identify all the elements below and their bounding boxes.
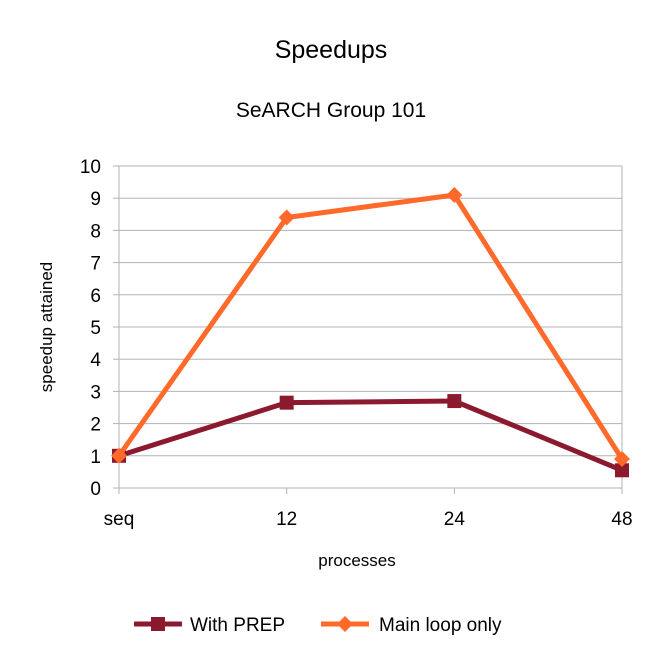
data-point [447,394,462,409]
y-axis-label: speedup attained [37,262,56,392]
x-tick-labels: seq 12 24 48 [104,509,633,530]
legend-swatch-marker [151,617,165,631]
y-tick-label: 7 [90,254,101,275]
chart-title: Speedups [275,36,388,64]
legend-label: Main loop only [379,615,502,636]
y-tick-label: 0 [90,479,101,500]
x-tick-label: seq [104,509,135,530]
y-tick-label: 4 [90,350,101,371]
legend: With PREP Main loop only [134,615,502,636]
series-line [116,398,625,473]
x-tick-label: 48 [611,509,632,530]
y-tick-label: 6 [90,286,101,307]
data-point [615,463,629,478]
y-tick-label: 2 [90,415,101,436]
series-line [116,192,625,462]
y-tick-label: 10 [80,157,101,178]
y-tick-label: 8 [90,221,101,242]
y-tick-label: 3 [90,382,101,403]
x-tick-label: 24 [444,509,466,530]
y-tick-labels: 0 1 2 3 4 5 6 7 8 9 10 [80,157,102,500]
legend-label: With PREP [190,615,285,636]
data-point [278,209,295,226]
data-point [614,451,630,468]
grid-lines [113,165,623,494]
chart-subtitle: SeARCH Group 101 [236,99,426,122]
y-tick-label: 1 [90,447,101,468]
y-tick-label: 5 [90,318,101,339]
series-group [111,186,630,478]
data-point [111,447,127,464]
data-point [279,395,294,410]
x-tick-label: 12 [276,509,297,530]
y-tick-label: 9 [90,189,101,210]
legend-swatch-marker [337,616,353,632]
data-point [446,186,463,203]
x-axis-label: processes [318,551,395,570]
